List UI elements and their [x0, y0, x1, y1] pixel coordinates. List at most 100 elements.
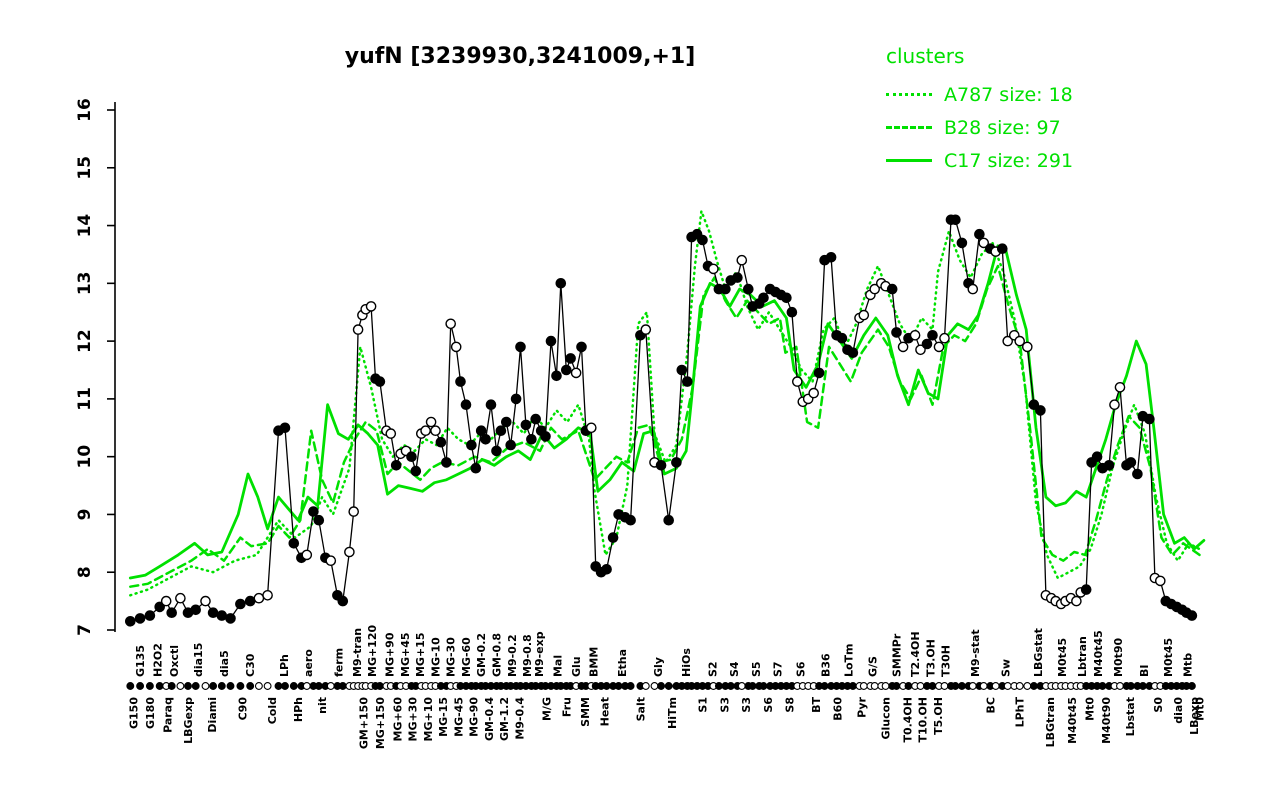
data-point-filled [526, 433, 537, 445]
x-axis-label: M9-exp [533, 631, 546, 677]
x-axis-label: Fru [560, 697, 573, 717]
data-point-filled [225, 613, 236, 624]
data-point-filled [505, 439, 517, 451]
x-axis-label: S3 [740, 697, 753, 713]
axis-sample-marker [126, 682, 135, 690]
axis-sample-marker [714, 682, 723, 690]
data-point-filled [732, 272, 743, 283]
legend: clusters A787 size: 18 B28 size: 97 C17 … [886, 44, 1073, 177]
x-axis-label: M9-stat [969, 629, 982, 677]
axis-sample-marker [951, 682, 960, 690]
axis-sample-marker [614, 682, 623, 690]
x-axis-label: S7 [772, 661, 785, 677]
data-point-filled [1132, 468, 1143, 480]
axis-sample-marker [263, 682, 272, 690]
axis-sample-marker [281, 682, 289, 690]
data-point-open [1014, 335, 1026, 347]
x-axis-label: Heat [598, 697, 611, 726]
axis-sample-marker [848, 682, 857, 690]
data-point-open [262, 590, 273, 601]
x-axis-label: Glucon [880, 697, 893, 740]
data-point-filled [682, 376, 693, 387]
data-point-filled [825, 251, 837, 263]
data-point-filled [786, 306, 798, 318]
data-point-open [160, 595, 172, 607]
axis-sample-marker [217, 682, 226, 690]
data-point-open [420, 425, 431, 437]
axis-sample-marker [859, 682, 868, 690]
x-axis-label: BI [1138, 665, 1151, 677]
legend-entry-label: C17 size: 291 [944, 149, 1074, 172]
axis-sample-marker [870, 682, 879, 690]
x-axis-label: Lbtran [1076, 636, 1089, 677]
data-point-open [586, 422, 597, 434]
x-axis-label: T10.OH [917, 697, 930, 743]
data-point-filled [1035, 405, 1046, 416]
axis-sample-marker [1126, 682, 1135, 690]
axis-sample-marker [167, 682, 176, 690]
data-point-open [915, 344, 926, 356]
y-tick-label: 8 [75, 566, 95, 578]
data-point-open [736, 254, 748, 266]
x-axis-label: HPh [292, 697, 305, 722]
data-point-open [1155, 575, 1166, 587]
axis-sample-marker [892, 682, 901, 690]
x-axis-label: ferm [332, 648, 345, 677]
x-axis-label: MG-45 [452, 697, 465, 737]
x-axis-label: Glu [570, 656, 583, 677]
data-point-filled [460, 399, 472, 411]
axis-sample-marker [302, 682, 311, 690]
x-axis-label: MG-30 [445, 637, 458, 677]
data-point-filled [551, 370, 562, 382]
data-point-filled [921, 338, 933, 350]
axis-sample-marker [1029, 682, 1038, 690]
data-point-filled [974, 228, 985, 240]
data-point-filled [390, 459, 402, 471]
x-axis-label: G150 [128, 697, 141, 729]
x-axis-label: S4 [728, 661, 741, 677]
x-axis-label: MG+30 [407, 697, 420, 742]
axis-sample-marker [1116, 682, 1124, 690]
data-point-filled [956, 237, 968, 249]
data-point-open [640, 324, 652, 335]
axis-sample-marker [904, 682, 913, 690]
x-axis-label: C30 [244, 653, 257, 677]
x-axis-label: S6 [762, 697, 775, 713]
x-axis-label: GM-0.2 [475, 633, 488, 677]
data-point-filled [607, 532, 619, 543]
data-point-filled [813, 367, 825, 379]
x-axis-label: Mtb [1182, 653, 1195, 677]
legend-entry-label: B28 size: 97 [944, 116, 1061, 139]
x-axis-label: dia15 [192, 643, 205, 677]
x-axis-label: MG-60 [460, 637, 473, 677]
x-axis-label: S5 [750, 661, 763, 677]
data-point-filled [144, 610, 156, 621]
data-point-filled [676, 364, 688, 376]
x-axis-label: GM-0.8 [491, 633, 504, 677]
solid-line-sample [886, 159, 932, 162]
x-axis-label: M9-0.2 [506, 634, 519, 677]
data-point-filled [166, 607, 177, 619]
x-axis-label: MG+60 [391, 697, 404, 742]
x-axis-label: H2O2 [152, 643, 165, 677]
axis-sample-marker [176, 682, 185, 690]
x-axis-label: MG+120 [366, 625, 379, 677]
axis-sample-marker [881, 682, 890, 690]
data-point-filled [540, 431, 551, 442]
axis-sample-marker [626, 682, 635, 690]
x-axis-label: Mal [552, 655, 565, 677]
x-axis-label: M0t45 [1162, 638, 1175, 677]
data-point-open [253, 592, 265, 604]
x-axis-label: aero [302, 649, 315, 677]
data-point-filled [601, 564, 612, 575]
data-point-open [1002, 335, 1014, 347]
x-axis-label: T5.OH [932, 697, 945, 735]
data-point-filled [313, 514, 325, 526]
data-point-filled [125, 616, 136, 627]
axis-sample-marker [759, 682, 768, 690]
x-axis-label: MG-10 [429, 637, 442, 677]
data-point-filled [671, 457, 682, 468]
data-point-open [425, 416, 437, 428]
x-axis-label: LPhT [1014, 697, 1027, 728]
